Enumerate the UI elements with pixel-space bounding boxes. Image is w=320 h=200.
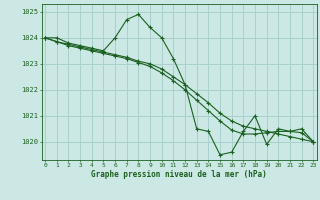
- X-axis label: Graphe pression niveau de la mer (hPa): Graphe pression niveau de la mer (hPa): [91, 170, 267, 179]
